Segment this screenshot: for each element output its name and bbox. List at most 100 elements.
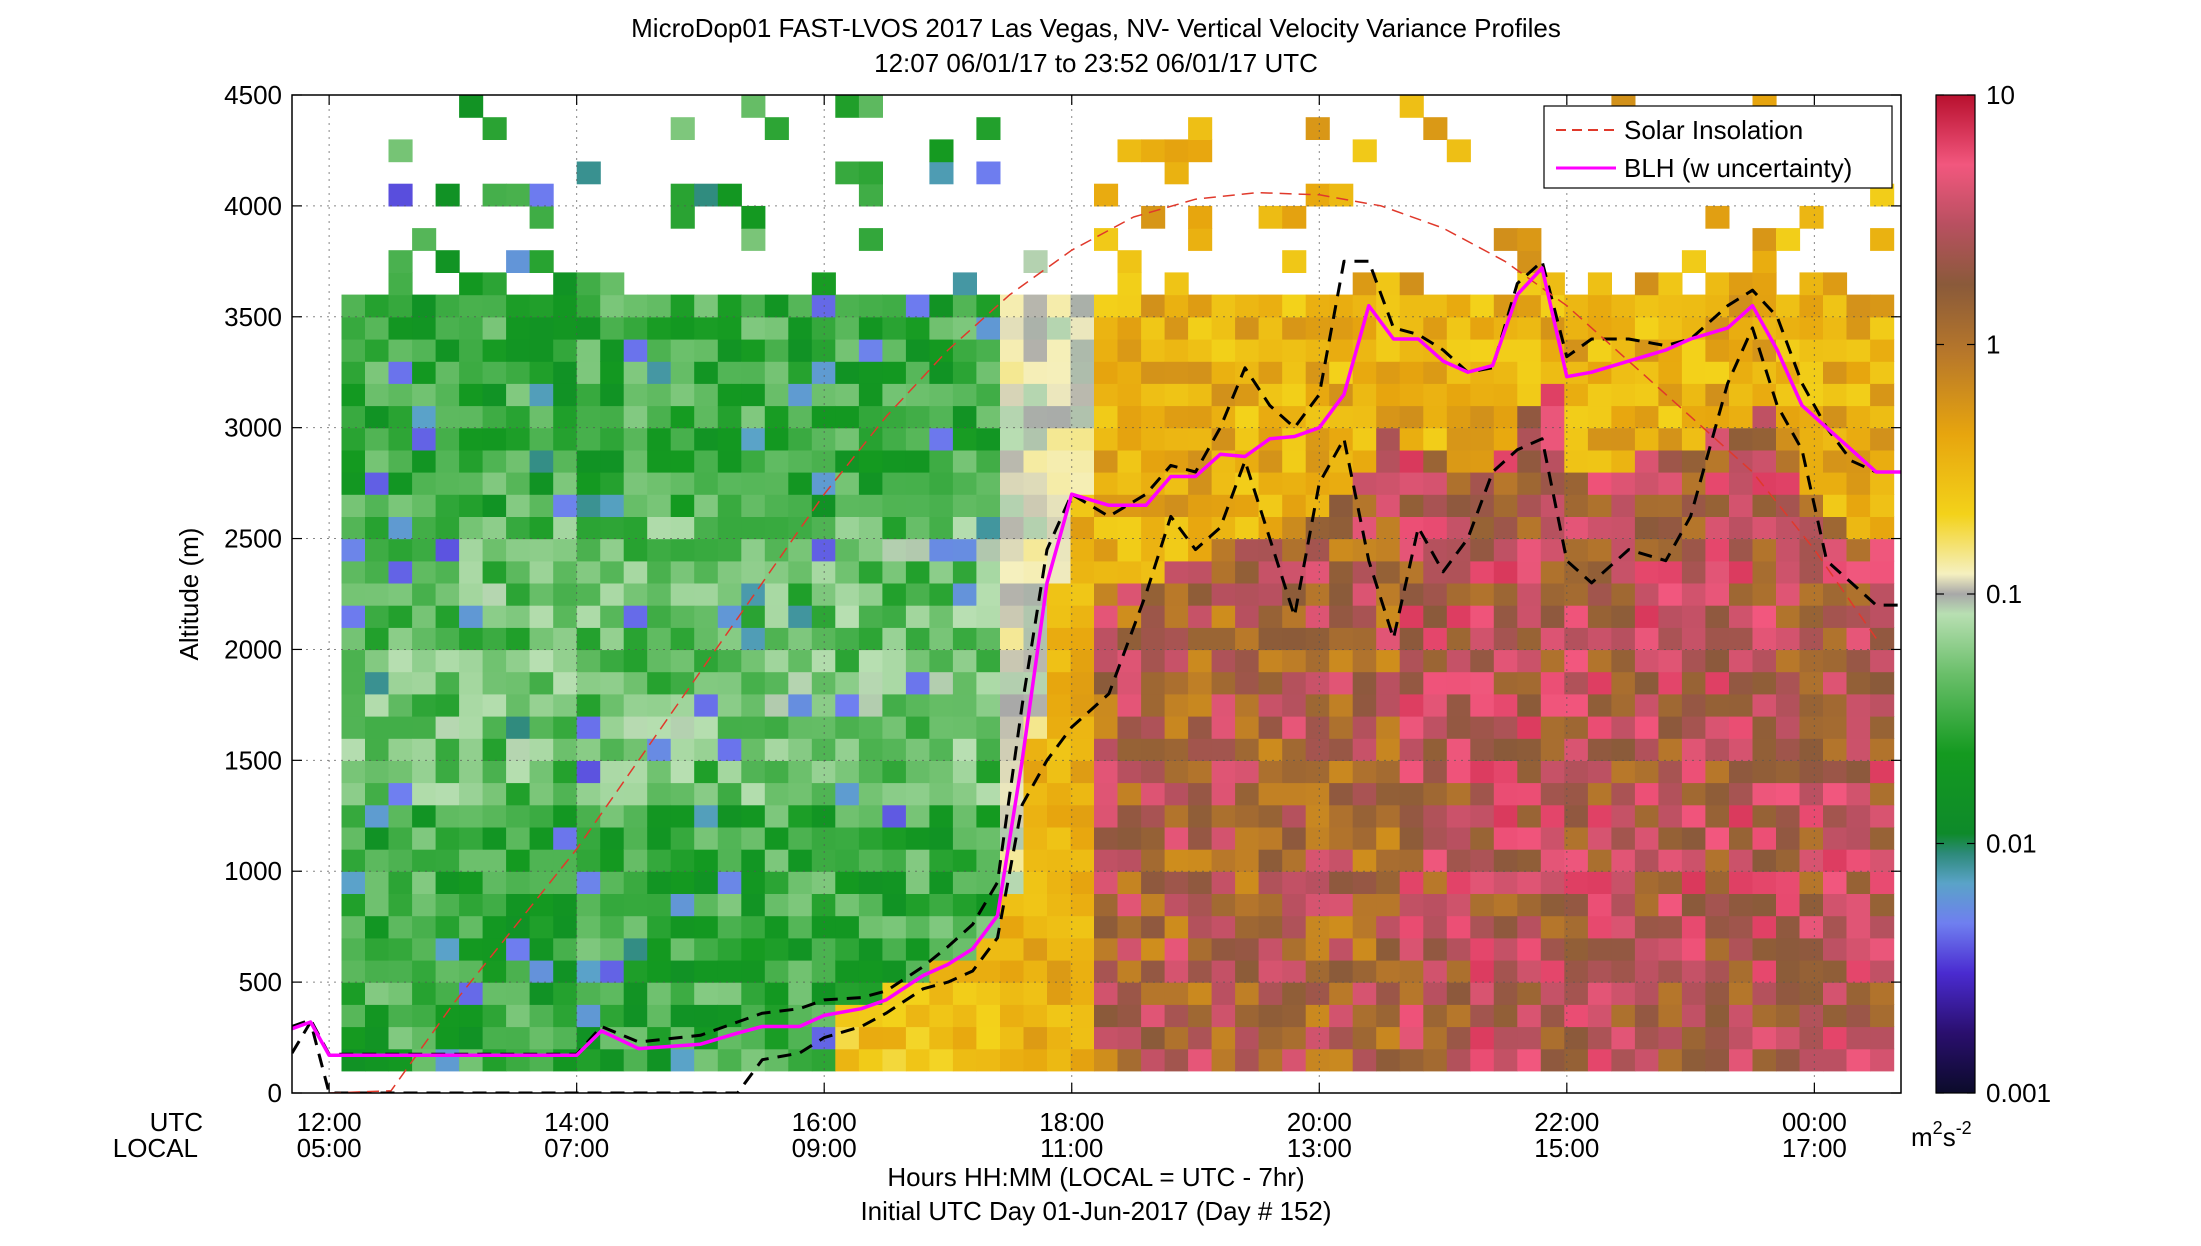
heatmap-cell [435, 826, 460, 850]
heatmap-cell [506, 826, 531, 850]
heatmap-cell [1117, 849, 1142, 872]
heatmap-cell [741, 316, 766, 340]
heatmap-cell [1729, 1048, 1754, 1072]
heatmap-cell [623, 760, 648, 784]
heatmap-cell [1799, 915, 1824, 939]
heatmap-cell [1587, 472, 1612, 495]
heatmap-cell [365, 982, 390, 1005]
heatmap-cell [764, 117, 789, 140]
heatmap-cell [600, 937, 625, 961]
heatmap-cell [1188, 849, 1213, 872]
y-tick-label: 4500 [224, 80, 282, 110]
heatmap-cell [1399, 627, 1424, 651]
heatmap-cell [1188, 228, 1213, 251]
heatmap-cell [1094, 405, 1119, 429]
heatmap-cell [1282, 449, 1307, 473]
heatmap-cell [1305, 826, 1330, 850]
heatmap-cell [1823, 316, 1848, 340]
heatmap-cell [1681, 427, 1706, 451]
heatmap-cell [929, 760, 954, 784]
heatmap-cell [506, 937, 531, 961]
heatmap-cell [1023, 671, 1048, 695]
heatmap-cell [1658, 871, 1683, 894]
heatmap-cell [576, 316, 601, 340]
heatmap-cell [1776, 1026, 1801, 1050]
heatmap-cell [529, 871, 554, 894]
heatmap-cell [882, 849, 907, 872]
heatmap-cell [1047, 405, 1072, 429]
heatmap-cell [1540, 716, 1565, 739]
heatmap-cell [835, 849, 860, 872]
heatmap-cell [929, 1026, 954, 1050]
heatmap-cell [1117, 649, 1142, 673]
heatmap-cell [1000, 959, 1025, 983]
heatmap-cell [1799, 627, 1824, 651]
heatmap-cell [1399, 95, 1424, 118]
heatmap-cell [365, 494, 390, 517]
heatmap-cell [1799, 472, 1824, 495]
heatmap-cell [1729, 693, 1754, 717]
heatmap-cell [905, 937, 930, 961]
heatmap-cell [529, 627, 554, 651]
heatmap-cell [1164, 139, 1189, 163]
heatmap-cell [1446, 893, 1471, 917]
heatmap-cell [459, 383, 484, 407]
heatmap-cell [788, 538, 813, 562]
heatmap-cell [365, 427, 390, 451]
heatmap-cell [858, 582, 883, 606]
heatmap-cell [1047, 893, 1072, 917]
heatmap-cell [929, 449, 954, 473]
heatmap-cell [529, 405, 554, 429]
heatmap-cell [1352, 560, 1377, 584]
heatmap-cell [1235, 738, 1260, 761]
heatmap-cell [529, 782, 554, 806]
heatmap-cell [1188, 339, 1213, 362]
heatmap-cell [1823, 339, 1848, 362]
heatmap-cell [670, 849, 695, 872]
heatmap-cell [412, 294, 437, 318]
heatmap-cell [1446, 316, 1471, 340]
heatmap-cell [529, 716, 554, 739]
heatmap-cell [1117, 915, 1142, 939]
heatmap-cell [1752, 738, 1777, 761]
heatmap-cell [1540, 826, 1565, 850]
heatmap-cell [1235, 649, 1260, 673]
heatmap-cell [1587, 449, 1612, 473]
heatmap-cell [1070, 959, 1095, 983]
heatmap-cell [1235, 893, 1260, 917]
heatmap-cell [576, 339, 601, 362]
heatmap-cell [1799, 205, 1824, 229]
heatmap-cell [882, 361, 907, 384]
heatmap-cell [929, 915, 954, 939]
y-tick-label: 3500 [224, 302, 282, 332]
heatmap-cell [1141, 294, 1166, 318]
heatmap-cell [764, 472, 789, 495]
heatmap-cell [482, 693, 507, 717]
heatmap-cell [1211, 538, 1236, 562]
heatmap-cell [600, 361, 625, 384]
heatmap-cell [435, 959, 460, 983]
heatmap-cell [764, 1004, 789, 1028]
heatmap-cell [1470, 760, 1495, 784]
heatmap-cell [858, 738, 883, 761]
heatmap-cell [1211, 804, 1236, 828]
heatmap-cell [1729, 560, 1754, 584]
heatmap-cell [882, 826, 907, 850]
heatmap-cell [1070, 560, 1095, 584]
heatmap-cell [882, 1026, 907, 1050]
heatmap-cell [1752, 560, 1777, 584]
heatmap-cell [1047, 339, 1072, 362]
heatmap-cell [600, 605, 625, 628]
heatmap-cell [1681, 782, 1706, 806]
heatmap-cell [576, 826, 601, 850]
heatmap-cell [1540, 1004, 1565, 1028]
heatmap-cell [1517, 582, 1542, 606]
heatmap-cell [1164, 782, 1189, 806]
heatmap-cell [1823, 272, 1848, 296]
heatmap-cell [1188, 560, 1213, 584]
heatmap-cell [1540, 605, 1565, 628]
heatmap-cell [459, 605, 484, 628]
y-tick-label: 500 [239, 967, 282, 997]
heatmap-cell [764, 871, 789, 894]
heatmap-cell [600, 915, 625, 939]
